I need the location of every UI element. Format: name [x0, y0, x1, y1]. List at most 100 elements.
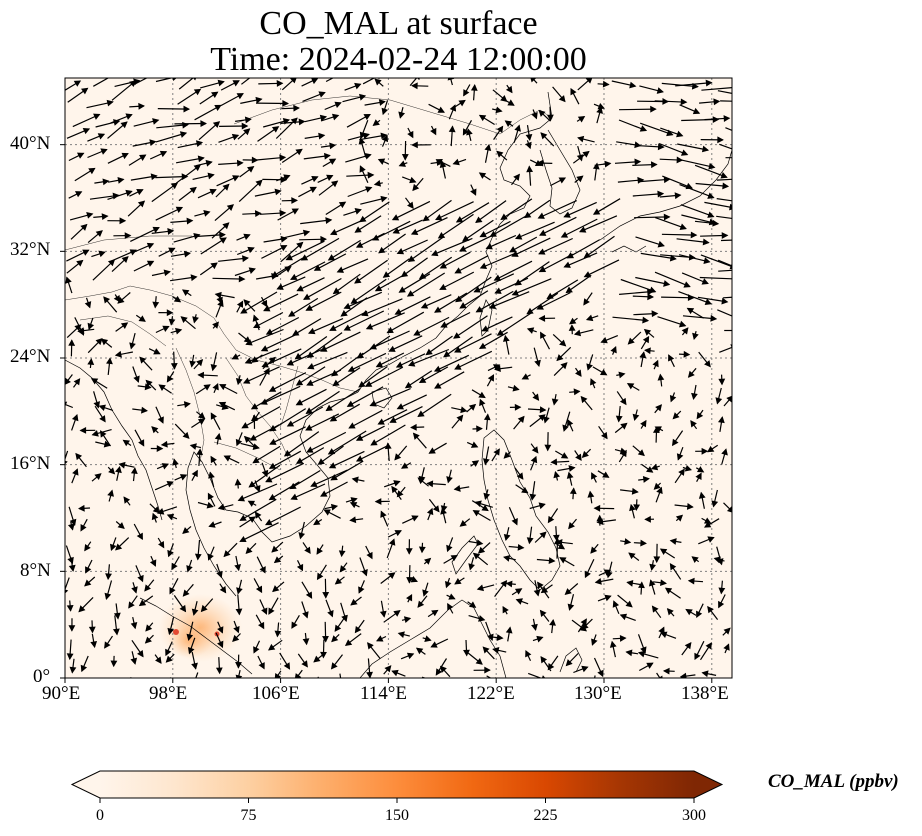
wind-arrow-head	[680, 149, 689, 156]
wind-arrow-head	[418, 546, 426, 554]
wind-arrow-head	[84, 579, 92, 587]
wind-arrow-head	[471, 460, 480, 467]
wind-arrow-head	[393, 480, 401, 487]
wind-arrow-head	[354, 208, 362, 215]
wind-arrow-head	[268, 385, 277, 392]
wind-arrow-head	[625, 649, 633, 657]
coastline-china-east	[357, 91, 553, 393]
wind-arrow-head	[98, 250, 106, 258]
wind-arrow-head	[376, 635, 384, 642]
wind-arrow-head	[93, 113, 101, 120]
wind-arrow-head	[626, 383, 635, 390]
wind-arrow-head	[744, 151, 750, 156]
wind-arrow-head	[243, 299, 251, 307]
wind-arrow	[330, 460, 364, 481]
wind-arrow-head	[374, 285, 383, 292]
wind-arrow-head	[338, 201, 347, 209]
wind-arrow-head	[250, 403, 259, 410]
wind-arrow-head	[405, 548, 413, 555]
wind-arrow	[372, 220, 411, 241]
wind-arrow-head	[325, 404, 333, 412]
wind-arrow	[348, 409, 383, 429]
wind-arrow-head	[248, 516, 256, 523]
wind-arrow-head	[120, 322, 129, 329]
wind-arrow-head	[268, 493, 276, 501]
wind-arrow-head	[708, 162, 716, 170]
wind-arrow-head	[87, 322, 95, 331]
wind-arrow-head	[330, 228, 338, 236]
wind-arrow-head	[274, 630, 282, 638]
wind-arrow-head	[531, 446, 539, 454]
wind-arrow-head	[398, 111, 406, 119]
wind-arrow	[130, 677, 132, 678]
wind-arrow-head	[675, 514, 683, 522]
wind-arrow-head	[648, 579, 656, 587]
wind-arrow-head	[166, 513, 175, 521]
wind-arrow-head	[348, 422, 356, 429]
wind-arrow-head	[271, 272, 279, 280]
wind-arrow-head	[601, 431, 608, 440]
wind-arrow-head	[104, 592, 112, 601]
wind-arrow-head	[591, 472, 598, 480]
wind-arrow-head	[640, 539, 647, 547]
wind-arrow	[594, 675, 596, 678]
wind-arrow-head	[543, 416, 550, 424]
y-tick-label: 32°N	[10, 239, 51, 260]
wind-arrow-head	[191, 662, 198, 670]
wind-arrow-head	[562, 424, 569, 432]
wind-arrow-head	[130, 622, 138, 630]
wind-arrow-head	[123, 496, 131, 504]
wind-arrow	[347, 386, 384, 407]
wind-arrow-head	[182, 289, 190, 296]
wind-arrow-head	[447, 78, 455, 81]
wind-arrow-head	[563, 211, 571, 218]
wind-arrow-head	[212, 121, 221, 128]
wind-arrow-head	[269, 438, 277, 445]
wind-arrow	[612, 316, 649, 322]
wind-arrow-head	[683, 281, 691, 288]
wind-arrow-head	[145, 379, 153, 387]
wind-arrow-head	[197, 371, 205, 379]
wind-arrow-head	[152, 506, 160, 514]
wind-arrow-head	[701, 447, 709, 455]
wind-arrow-head	[103, 440, 111, 448]
wind-arrow-head	[163, 269, 171, 277]
wind-arrow-head	[487, 374, 495, 382]
wind-arrow-head	[200, 120, 207, 128]
wind-arrow-head	[434, 677, 436, 678]
wind-arrow-head	[179, 474, 188, 481]
wind-arrow-head	[394, 308, 402, 315]
wind-arrow-head	[295, 457, 304, 464]
wind-arrow-head	[355, 241, 364, 248]
wind-arrow-head	[160, 440, 168, 448]
colorbar-tick-label: 75	[240, 807, 257, 824]
wind-arrow-head	[265, 476, 273, 483]
wind-arrow-head	[496, 329, 505, 336]
wind-arrow-head	[651, 605, 659, 613]
wind-arrow	[619, 108, 656, 111]
wind-arrow-head	[412, 432, 420, 440]
wind-arrow-head	[412, 183, 420, 192]
wind-arrow-head	[81, 87, 89, 95]
wind-arrow-head	[302, 229, 311, 237]
wind-arrow	[306, 390, 340, 414]
wind-arrow	[654, 271, 691, 288]
wind-arrow-head	[223, 550, 231, 558]
wind-arrow-head	[386, 326, 394, 334]
wind-arrow	[344, 291, 383, 309]
wind-arrow-head	[200, 604, 208, 613]
wind-arrow-head	[664, 587, 673, 595]
wind-arrow-head	[137, 574, 144, 583]
wind-arrow-head	[139, 356, 147, 364]
wind-arrow-head	[71, 413, 79, 422]
wind-arrow-head	[406, 593, 413, 602]
wind-arrow-head	[137, 650, 144, 658]
wind-arrow	[699, 276, 732, 280]
wind-arrow-head	[120, 121, 128, 129]
wind-arrow-head	[418, 376, 427, 384]
wind-arrow-head	[752, 99, 757, 104]
wind-arrow	[328, 239, 361, 261]
wind-arrow-head	[723, 115, 731, 122]
wind-arrow-head	[303, 293, 311, 300]
wind-arrow-head	[291, 621, 298, 629]
